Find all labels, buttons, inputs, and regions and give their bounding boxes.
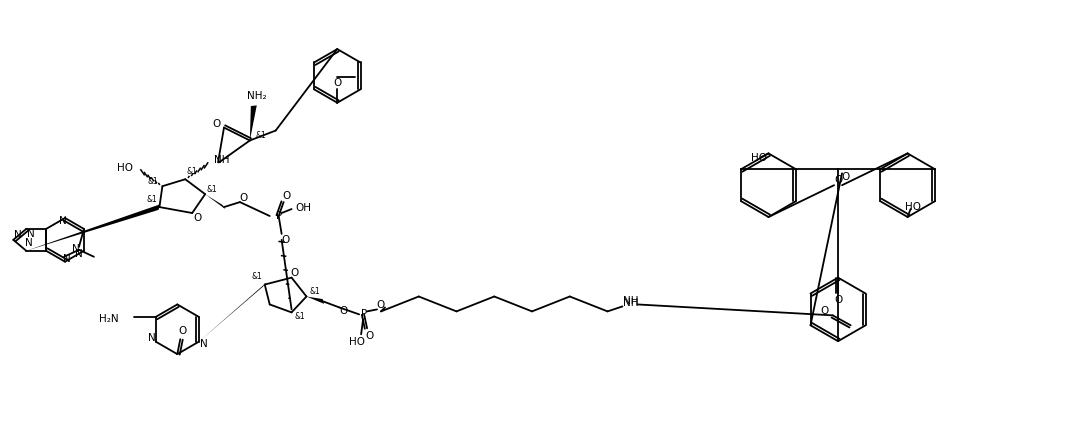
Polygon shape xyxy=(205,194,226,209)
Polygon shape xyxy=(199,282,266,342)
Text: O: O xyxy=(842,172,851,182)
Text: P: P xyxy=(361,309,367,319)
Text: &1: &1 xyxy=(294,312,305,321)
Text: N: N xyxy=(148,333,156,343)
Text: N: N xyxy=(75,249,82,259)
Text: N: N xyxy=(28,229,35,239)
Text: O: O xyxy=(290,268,299,278)
Text: O: O xyxy=(377,300,385,310)
Text: O: O xyxy=(834,175,842,185)
Text: &1: &1 xyxy=(207,185,217,194)
Text: O: O xyxy=(178,326,186,336)
Text: P: P xyxy=(276,211,281,221)
Text: O: O xyxy=(365,331,373,341)
Text: O: O xyxy=(333,78,341,88)
Text: &1: &1 xyxy=(309,287,320,296)
Text: HO: HO xyxy=(750,153,766,163)
Text: O: O xyxy=(821,306,829,316)
Polygon shape xyxy=(306,296,324,304)
Text: N: N xyxy=(63,254,71,264)
Text: N: N xyxy=(72,244,80,254)
Polygon shape xyxy=(249,105,257,141)
Text: O: O xyxy=(834,296,842,306)
Text: NH₂: NH₂ xyxy=(247,91,266,101)
Text: O: O xyxy=(281,235,290,245)
Text: NH: NH xyxy=(214,155,230,165)
Text: O: O xyxy=(240,193,248,203)
Text: HO: HO xyxy=(349,337,365,347)
Text: N: N xyxy=(59,216,67,226)
Text: O: O xyxy=(193,213,201,223)
Text: N: N xyxy=(14,230,22,240)
Text: OH: OH xyxy=(295,203,311,213)
Text: HO: HO xyxy=(904,202,920,212)
Text: O: O xyxy=(212,118,220,128)
Polygon shape xyxy=(27,204,160,251)
Text: H₂N: H₂N xyxy=(100,314,119,324)
Text: &1: &1 xyxy=(147,194,157,204)
Text: &1: &1 xyxy=(147,177,158,186)
Text: O: O xyxy=(282,191,291,201)
Text: &1: &1 xyxy=(256,131,266,140)
Text: O: O xyxy=(339,306,348,316)
Text: &1: &1 xyxy=(187,167,198,176)
Text: NH: NH xyxy=(623,299,638,309)
Text: HO: HO xyxy=(117,163,133,173)
Text: N: N xyxy=(200,339,208,349)
Text: NH: NH xyxy=(623,296,638,306)
Text: &1: &1 xyxy=(251,272,262,281)
Text: N: N xyxy=(26,238,33,248)
